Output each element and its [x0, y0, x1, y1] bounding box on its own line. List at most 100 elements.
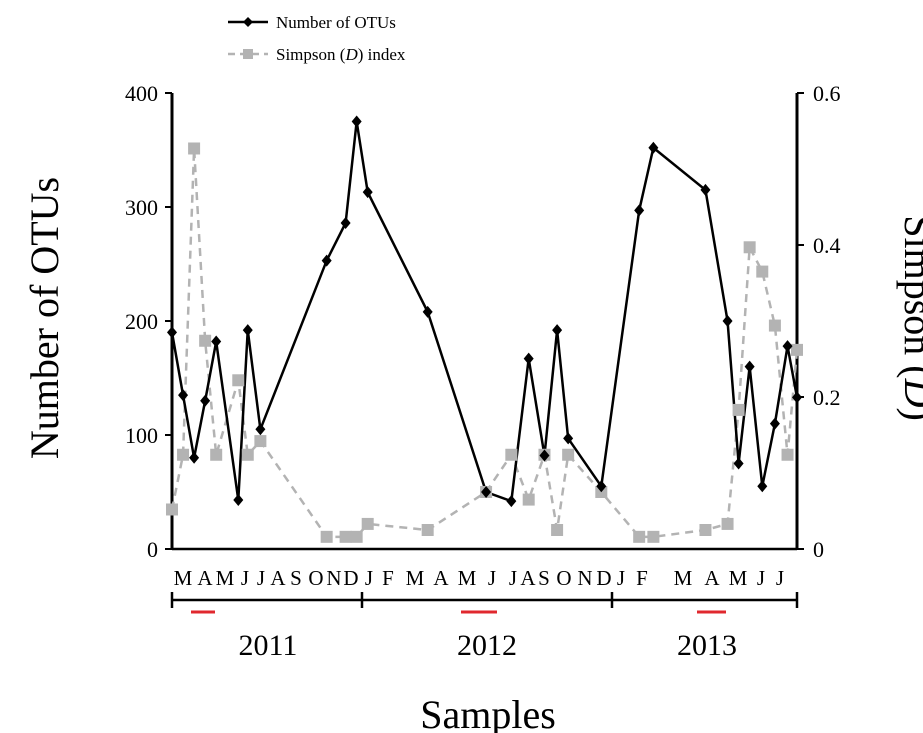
data-point-simpson: [320, 530, 333, 543]
month-tick-label: F: [636, 566, 648, 590]
data-point-simpson: [551, 524, 564, 536]
data-point-otus: [634, 204, 645, 217]
month-tick-label: A: [520, 566, 536, 590]
year-label: 2011: [239, 629, 298, 662]
data-point-simpson: [522, 493, 535, 506]
data-point-simpson: [647, 530, 660, 543]
data-point-otus: [255, 423, 266, 436]
data-point-otus: [481, 486, 492, 498]
data-point-otus: [321, 254, 332, 267]
data-point-otus: [757, 480, 768, 493]
data-point-otus: [233, 493, 244, 506]
data-point-simpson: [699, 524, 712, 536]
month-tick-label: A: [270, 566, 286, 590]
month-tick-label: J: [617, 566, 625, 590]
data-point-simpson: [768, 319, 781, 332]
year-label: 2012: [457, 629, 517, 662]
data-point-otus: [200, 394, 211, 407]
data-point-otus: [744, 360, 755, 373]
data-point-otus: [733, 457, 744, 470]
data-point-otus: [189, 451, 200, 464]
data-point-otus: [351, 115, 362, 128]
month-tick-label: A: [433, 566, 449, 590]
x-axis-title: Samples: [420, 692, 556, 733]
y-left-tick-label: 400: [125, 81, 158, 106]
data-point-simpson: [166, 503, 178, 516]
data-point-otus: [792, 391, 802, 404]
data-point-otus: [422, 305, 433, 318]
y-axis-right-title-symbol: D: [896, 378, 923, 408]
legend-marker-simpson: [243, 49, 253, 59]
month-tick-label: N: [577, 566, 592, 590]
year-label: 2013: [677, 629, 737, 662]
data-point-simpson: [188, 142, 201, 155]
month-tick-label: J: [509, 566, 517, 590]
y-axis-left-title: Number of OTUs: [22, 177, 67, 459]
month-tick-label: D: [596, 566, 611, 590]
data-point-simpson: [421, 524, 434, 536]
data-point-simpson: [361, 517, 374, 530]
y-left-tick-label: 100: [125, 423, 158, 448]
y-right-tick-label: 0.6: [813, 81, 841, 106]
data-point-otus: [340, 216, 351, 229]
legend-label-simpson-suffix: ) index: [358, 45, 406, 64]
y-axis-right-title-suffix: ): [896, 407, 923, 420]
data-point-simpson: [199, 334, 212, 347]
month-tick-label: A: [197, 566, 213, 590]
month-tick-label: M: [458, 566, 477, 590]
month-tick-label: J: [365, 566, 373, 590]
y-axis-right-title: Simpson (D): [896, 215, 923, 421]
month-tick-label: N: [326, 566, 341, 590]
month-tick-label: M: [406, 566, 425, 590]
month-tick-label: J: [257, 566, 265, 590]
data-point-otus: [211, 335, 222, 348]
data-point-simpson: [633, 530, 646, 543]
month-tick-label: F: [382, 566, 394, 590]
series: [166, 115, 803, 543]
month-tick-label: M: [729, 566, 748, 590]
legend-label-simpson-prefix: Simpson (: [276, 45, 346, 64]
data-point-simpson: [254, 435, 267, 448]
month-tick-label: J: [776, 566, 784, 590]
y-right-tick-label: 0: [813, 537, 824, 562]
data-point-simpson: [756, 265, 769, 278]
month-tick-label: J: [241, 566, 249, 590]
legend-marker-otus: [243, 17, 253, 27]
data-point-otus: [596, 480, 607, 493]
data-point-otus: [722, 315, 733, 327]
data-point-simpson: [791, 343, 803, 356]
data-point-otus: [178, 389, 189, 402]
data-point-simpson: [210, 448, 223, 461]
data-point-simpson: [350, 530, 363, 543]
month-tick-label: O: [556, 566, 571, 590]
y-axis-right-title-prefix: Simpson (: [896, 215, 923, 378]
data-point-otus: [242, 324, 253, 337]
legend-label-otus: Number of OTUs: [276, 13, 396, 32]
legend-label-simpson-symbol: D: [344, 45, 358, 64]
month-tick-label: M: [174, 566, 193, 590]
month-tick-label: O: [308, 566, 323, 590]
data-point-otus: [523, 352, 534, 365]
legend-label-simpson: Simpson (D) index: [276, 45, 406, 64]
y-right-tick-label: 0.4: [813, 233, 841, 258]
month-tick-label: M: [674, 566, 693, 590]
series-line-otus: [170, 121, 799, 503]
data-point-otus: [539, 449, 550, 462]
data-point-otus: [700, 183, 711, 196]
data-point-otus: [167, 326, 177, 339]
data-point-simpson: [177, 448, 190, 461]
series-line-simpson: [170, 148, 799, 539]
data-point-simpson: [232, 374, 245, 387]
data-point-simpson: [562, 448, 575, 461]
data-point-otus: [769, 417, 780, 430]
month-tick-label: A: [704, 566, 720, 590]
year-timeline: 2011 2012 2013: [170, 592, 799, 662]
data-point-otus: [362, 186, 373, 199]
data-point-otus: [782, 340, 793, 353]
data-point-otus: [506, 495, 517, 508]
month-tick-label: J: [757, 566, 765, 590]
legend: Number of OTUs Simpson (D) index: [228, 13, 406, 64]
data-point-simpson: [781, 448, 794, 461]
data-point-otus: [552, 324, 563, 337]
